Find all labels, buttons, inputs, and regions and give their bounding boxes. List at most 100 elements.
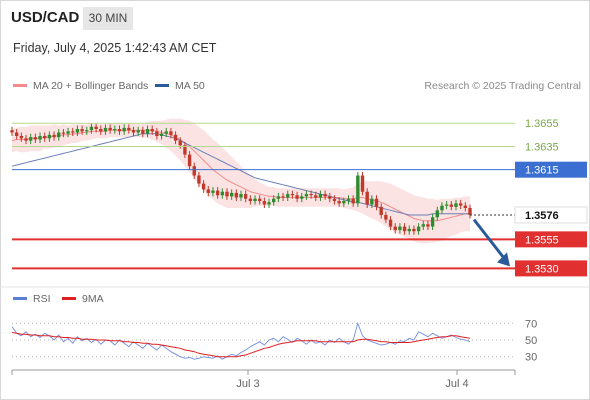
ma20-line bbox=[11, 129, 470, 222]
candle bbox=[426, 220, 430, 231]
candle bbox=[164, 127, 168, 138]
candle bbox=[454, 199, 458, 211]
candle-body bbox=[164, 131, 168, 134]
candle-body bbox=[131, 130, 136, 133]
candle bbox=[290, 190, 295, 199]
candle bbox=[402, 223, 407, 235]
candle-body bbox=[454, 203, 458, 207]
candle-body bbox=[332, 198, 337, 202]
legend-label-9ma: 9MA bbox=[82, 293, 104, 305]
candle-body bbox=[75, 129, 80, 133]
candle bbox=[234, 189, 239, 202]
candle bbox=[43, 132, 47, 142]
candle bbox=[47, 131, 52, 142]
candle bbox=[323, 190, 327, 200]
candle-body bbox=[61, 132, 66, 134]
candle bbox=[117, 125, 122, 135]
candle bbox=[211, 187, 215, 197]
candle bbox=[24, 134, 28, 145]
candle bbox=[276, 192, 281, 203]
candle bbox=[28, 133, 33, 145]
candle-body bbox=[351, 198, 355, 204]
rsi-tick-30: 30 bbox=[525, 352, 537, 364]
candle-body bbox=[201, 183, 206, 190]
candle bbox=[75, 125, 80, 136]
candle bbox=[318, 190, 323, 202]
candle-body bbox=[215, 190, 220, 196]
candle-body bbox=[141, 130, 145, 134]
candle-body bbox=[360, 175, 365, 192]
candle bbox=[248, 195, 253, 205]
legend-swatch-ma20 bbox=[13, 83, 27, 87]
candle bbox=[393, 223, 397, 234]
candle-body bbox=[94, 126, 98, 130]
timeframe-button[interactable]: 30 MIN bbox=[83, 7, 133, 30]
candle bbox=[314, 191, 318, 202]
candle bbox=[19, 132, 24, 142]
candle-body bbox=[192, 166, 196, 176]
candle bbox=[80, 125, 84, 135]
candle-body bbox=[243, 194, 248, 199]
candle-body bbox=[206, 189, 210, 193]
candle bbox=[342, 197, 346, 207]
candle bbox=[374, 195, 379, 211]
candle-body bbox=[388, 219, 393, 227]
candle-body bbox=[89, 126, 94, 131]
candle bbox=[412, 225, 416, 235]
candle-body bbox=[402, 226, 407, 232]
candle-body bbox=[412, 228, 416, 232]
rsi-tick-70: 70 bbox=[525, 318, 537, 330]
candle bbox=[52, 131, 56, 141]
candle-body bbox=[262, 201, 267, 205]
candle bbox=[300, 192, 304, 203]
candle-body bbox=[14, 132, 19, 136]
candle-body bbox=[117, 129, 122, 132]
forecast-arrow-line bbox=[472, 218, 507, 261]
candle-body bbox=[272, 198, 276, 203]
candle bbox=[127, 124, 131, 134]
candle bbox=[262, 197, 267, 208]
candle bbox=[136, 126, 140, 136]
candle-body bbox=[342, 201, 346, 204]
candle-body bbox=[426, 224, 430, 227]
candle-body bbox=[253, 198, 257, 202]
candle-body bbox=[33, 137, 38, 140]
current-price-tag bbox=[514, 206, 588, 224]
candle bbox=[463, 202, 468, 212]
candle-body bbox=[257, 198, 262, 202]
forecast-arrow-head bbox=[497, 252, 510, 267]
candle bbox=[150, 125, 154, 135]
candle-body bbox=[220, 191, 225, 196]
symbol-title: USD/CAD bbox=[11, 9, 80, 26]
credit-text: Research © 2025 Trading Central bbox=[424, 80, 581, 92]
candle-body bbox=[150, 129, 154, 132]
legend-label-ma50: MA 50 bbox=[175, 80, 205, 92]
candle-body bbox=[52, 134, 56, 138]
candle-body bbox=[276, 196, 281, 199]
candle-body bbox=[47, 134, 52, 139]
candle-body bbox=[19, 136, 24, 139]
candle bbox=[286, 190, 290, 202]
candle-body bbox=[183, 145, 187, 155]
candle-body bbox=[309, 194, 313, 196]
candles-group bbox=[10, 123, 472, 235]
legend-ma50: MA 50 bbox=[155, 80, 205, 92]
candle-body bbox=[28, 137, 33, 141]
candle bbox=[328, 192, 332, 203]
candle bbox=[440, 202, 444, 214]
candle bbox=[206, 185, 210, 197]
candle bbox=[103, 124, 108, 135]
current-price-label: 1.3576 bbox=[525, 210, 559, 222]
candle-body bbox=[304, 194, 309, 197]
candle bbox=[229, 189, 234, 200]
rsi-9ma-line bbox=[11, 332, 471, 358]
level-label-1.3530: 1.3530 bbox=[525, 263, 559, 275]
candle bbox=[398, 223, 402, 234]
legend-swatch-9ma bbox=[62, 296, 76, 300]
candle-body bbox=[169, 131, 173, 135]
level-tag-1.3530 bbox=[515, 260, 587, 277]
candle bbox=[192, 162, 196, 179]
candle bbox=[99, 125, 103, 135]
level-tag-1.3615 bbox=[515, 161, 587, 178]
candle-body bbox=[155, 131, 159, 136]
